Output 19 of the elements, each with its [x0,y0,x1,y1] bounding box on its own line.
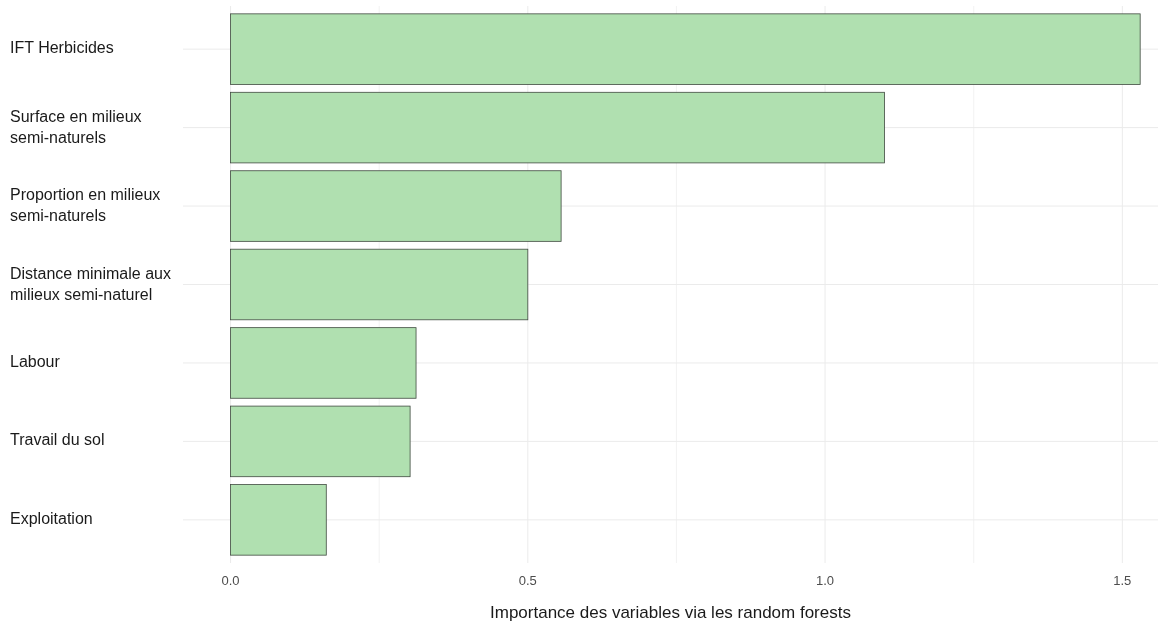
bar [230,91,885,164]
y-tick-label: Proportion en milieux semi-naturels [10,186,161,225]
bar [230,405,411,478]
bar [230,170,562,242]
y-tick-label: Labour [10,353,61,371]
bar [230,484,327,556]
bar [230,248,529,321]
y-tick-label: IFT Herbicides [10,39,114,57]
x-tick-label: 0.0 [221,573,240,588]
bar [230,327,417,399]
y-tick-label: Travail du sol [10,431,105,449]
y-tick-label: Surface en milieux semi-naturels [10,107,142,146]
x-tick-label: 1.5 [1113,573,1132,588]
x-axis-title: Importance des variables via les random forests [490,603,851,622]
x-tick-label: 0.5 [518,573,537,588]
y-tick-label: Distance minimale aux milieux semi-naturel [10,264,171,303]
y-tick-label: Exploitation [10,510,93,528]
x-tick-label: 1.0 [816,573,835,588]
bar [230,13,1141,85]
